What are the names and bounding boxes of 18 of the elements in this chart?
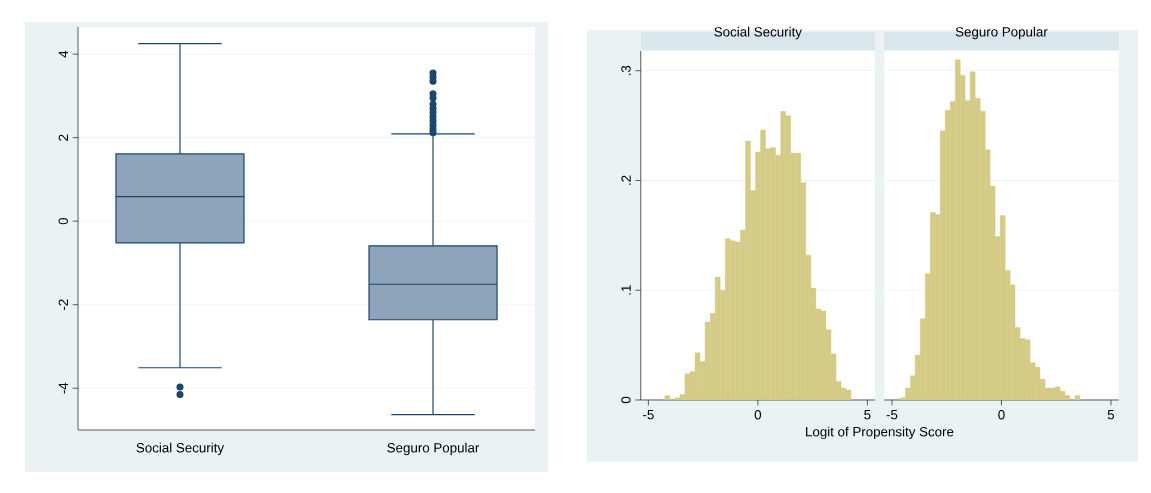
y-tick-label: -4 (58, 382, 68, 394)
chart-title: Seguro Popular (955, 26, 1048, 40)
y-tick-label: .1 (621, 285, 631, 295)
y-tick-label: 4 (58, 50, 68, 58)
y-tick-label: .2 (621, 175, 631, 185)
x-tick-label: 0 (754, 410, 762, 420)
y-tick-label: .3 (621, 65, 631, 76)
x-tick-label: 5 (864, 410, 871, 420)
y-tick-label: 2 (58, 134, 68, 141)
chart-title: Social Security (714, 26, 802, 40)
y-tick-label: 0 (621, 396, 631, 404)
y-tick-label: 0 (58, 217, 68, 225)
x-axis-title: Logit of Propensity Score (806, 426, 954, 440)
x-tick-label: -5 (886, 410, 898, 420)
x-tick-label: -5 (643, 410, 654, 420)
y-tick-label: -2 (58, 299, 68, 311)
x-tick-label: 0 (998, 410, 1005, 420)
x-tick-label: 5 (1107, 410, 1115, 420)
